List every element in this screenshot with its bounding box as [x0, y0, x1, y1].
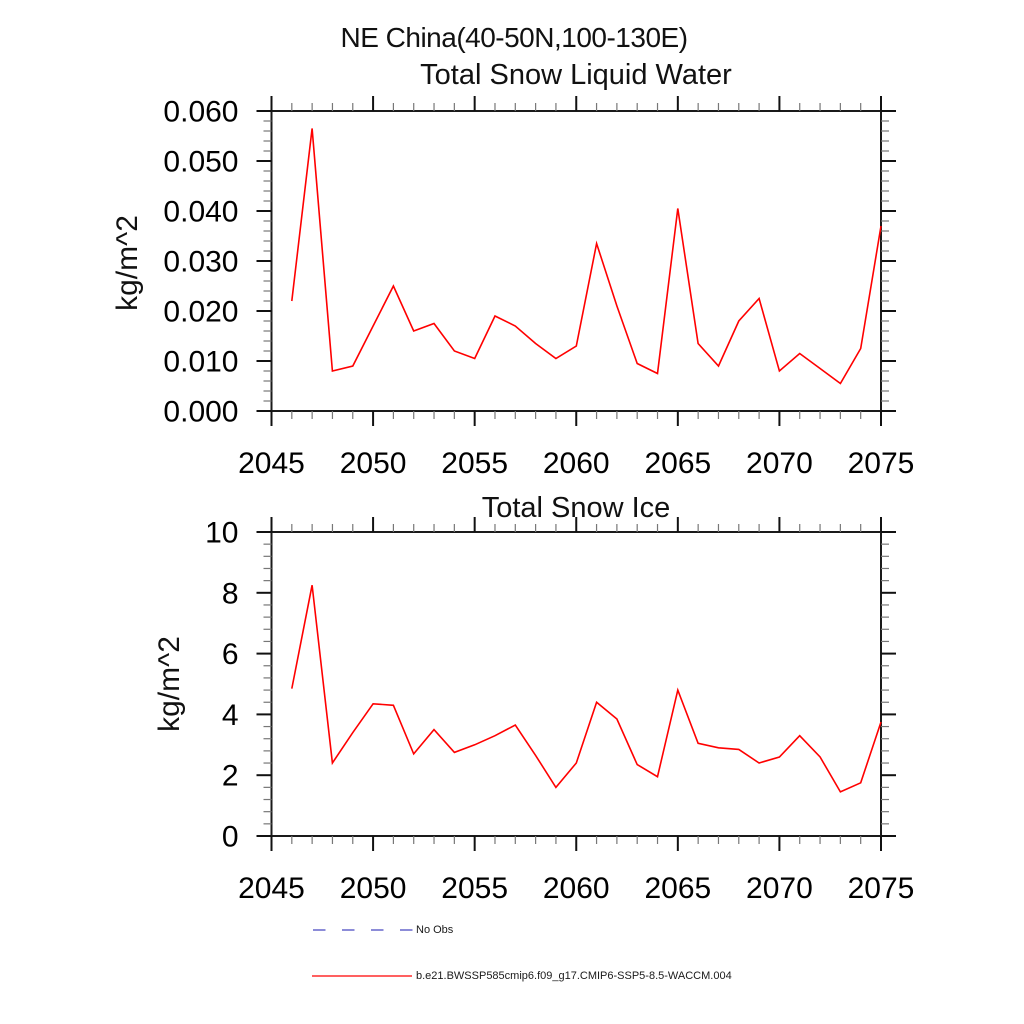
x-tick-label: 2055	[441, 447, 508, 480]
model-legend-line	[312, 975, 412, 977]
x-tick-label: 2060	[543, 872, 610, 905]
series-line	[291, 128, 882, 385]
plot-frame	[270, 110, 882, 412]
chart1-title: Total Snow Liquid Water	[420, 59, 732, 91]
y-tick-label: 0.020	[163, 296, 238, 329]
chart-1: 2045 2050 2055 2060 2065 2070 2075 0.000 0.010 0.…	[163, 96, 914, 481]
y-tick-label: 0.050	[163, 146, 238, 179]
no-obs-legend-line	[313, 929, 413, 931]
x-tick-label: 2050	[340, 872, 407, 905]
x-tick-label: 2065	[644, 447, 711, 480]
y-tick-label: 8	[222, 577, 239, 610]
x-tick-label: 2075	[848, 447, 915, 480]
x-tick-label: 2060	[543, 447, 610, 480]
y-tick-label: 4	[222, 699, 239, 732]
x-tick-label: 2055	[441, 872, 508, 905]
x-tick-label: 2045	[238, 872, 305, 905]
y-tick-label: 0.010	[163, 346, 238, 379]
x-tick-label: 2070	[746, 872, 813, 905]
figure-header-title: NE China(40-50N,100-130E)	[340, 22, 688, 53]
y-tick-label: 0.060	[163, 96, 238, 129]
plot-frame	[270, 531, 882, 837]
x-tick-label: 2075	[848, 872, 915, 905]
chart2-y-axis-label: kg/m^2	[153, 636, 186, 732]
chart-2: 2045 2050 2055 2060 2065 2070 2075 0 2 4 6 8 10	[205, 517, 914, 906]
x-tick-label: 2050	[340, 447, 407, 480]
y-tick-label: 0	[222, 821, 239, 854]
y-tick-label: 0.040	[163, 196, 238, 229]
y-tick-label: 6	[222, 638, 239, 671]
chart2-title: Total Snow Ice	[481, 492, 671, 524]
y-tick-label: 10	[205, 517, 238, 550]
no-obs-legend-label: No Obs	[416, 924, 454, 936]
series-line	[291, 585, 882, 793]
y-tick-label: 0.000	[163, 396, 238, 429]
model-legend-label: b.e21.BWSSP585cmip6.f09_g17.CMIP6-SSP5-8…	[416, 970, 732, 982]
y-tick-label: 2	[222, 760, 239, 793]
x-tick-label: 2065	[644, 872, 711, 905]
x-tick-label: 2045	[238, 447, 305, 480]
x-tick-label: 2070	[746, 447, 813, 480]
chart1-y-axis-label: kg/m^2	[111, 215, 144, 311]
y-tick-label: 0.030	[163, 246, 238, 279]
